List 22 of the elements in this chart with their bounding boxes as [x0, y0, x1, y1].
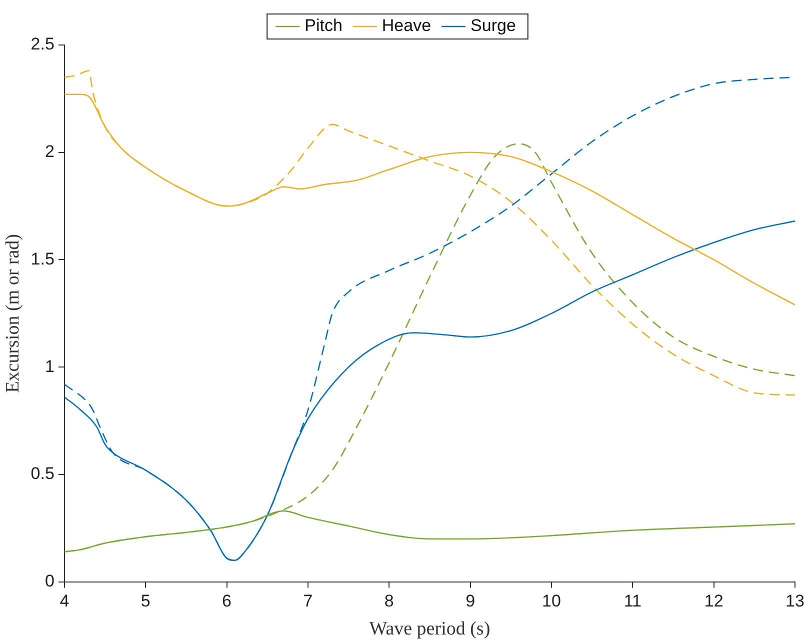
- x-tick-label: 11: [624, 592, 642, 611]
- x-tick-label: 5: [140, 592, 150, 611]
- legend-label: Surge: [470, 16, 516, 36]
- line-series: [64, 70, 795, 396]
- x-tick-label: 12: [704, 592, 724, 611]
- y-tick-label: 0.5: [30, 464, 54, 484]
- x-tick-label: 6: [222, 592, 232, 611]
- legend-label: Heave: [382, 16, 432, 36]
- x-tick-label: 8: [384, 592, 394, 611]
- y-tick-label: 1: [44, 356, 54, 376]
- x-tick-label: 7: [303, 592, 313, 611]
- y-tick-label: 2: [44, 142, 54, 162]
- x-axis-title: Wave period (s): [369, 618, 490, 640]
- legend-label: Pitch: [304, 16, 342, 36]
- x-tick-label: 13: [786, 592, 804, 611]
- y-tick-label: 0: [44, 571, 54, 590]
- x-tick-label: 4: [60, 592, 70, 611]
- y-tick-label: 1.5: [30, 249, 54, 268]
- x-tick-label: 10: [542, 592, 561, 611]
- x-tick-label: 9: [466, 592, 476, 611]
- y-tick-label: 2.5: [30, 34, 54, 54]
- y-axis-title: Excursion (m or rad): [2, 234, 24, 393]
